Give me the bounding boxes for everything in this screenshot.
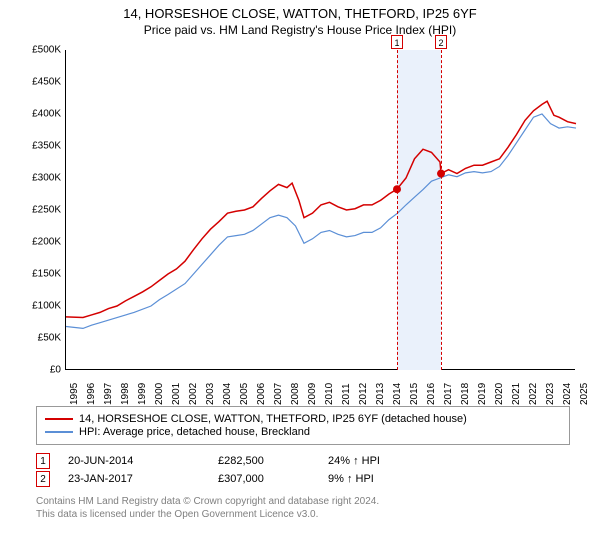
sale-hpi: 24% ↑ HPI: [328, 455, 428, 467]
y-tick: £0: [26, 365, 61, 376]
y-tick: £50K: [26, 333, 61, 344]
x-tick: 2006: [256, 383, 267, 405]
sale-vertical: [441, 50, 442, 370]
x-tick: 2010: [324, 383, 335, 405]
x-tick: 2003: [205, 383, 216, 405]
sales-table: 1 20-JUN-2014£282,50024% ↑ HPI 2 23-JAN-201…: [36, 453, 570, 487]
sale-date: 23-JAN-2017: [68, 473, 218, 485]
x-tick: 2014: [392, 383, 403, 405]
series-line: [66, 114, 576, 328]
x-tick: 2016: [426, 383, 437, 405]
sale-price: £282,500: [218, 455, 328, 467]
x-tick: 2005: [239, 383, 250, 405]
y-tick: £250K: [26, 205, 61, 216]
legend-label: HPI: Average price, detached house, Brec…: [79, 426, 310, 438]
attribution: Contains HM Land Registry data © Crown c…: [36, 495, 570, 521]
x-tick: 2017: [443, 383, 454, 405]
legend: 14, HORSESHOE CLOSE, WATTON, THETFORD, I…: [36, 406, 570, 445]
y-tick: £350K: [26, 141, 61, 152]
y-tick: £200K: [26, 237, 61, 248]
x-tick: 2015: [409, 383, 420, 405]
x-tick: 1996: [86, 383, 97, 405]
x-tick: 2001: [171, 383, 182, 405]
x-tick: 2019: [477, 383, 488, 405]
x-tick: 2024: [562, 383, 573, 405]
sales-row: 2 23-JAN-2017£307,0009% ↑ HPI: [36, 471, 570, 487]
sale-tag: 2: [435, 35, 447, 49]
attribution-line2: This data is licensed under the Open Gov…: [36, 508, 570, 521]
x-tick: 2018: [460, 383, 471, 405]
line-layer: [66, 50, 576, 370]
x-tick: 1998: [120, 383, 131, 405]
x-tick: 2021: [511, 383, 522, 405]
x-tick: 2008: [290, 383, 301, 405]
attribution-line1: Contains HM Land Registry data © Crown c…: [36, 495, 570, 508]
x-tick: 2000: [154, 383, 165, 405]
sale-number-tag: 1: [36, 453, 50, 469]
y-tick: £100K: [26, 301, 61, 312]
sale-price: £307,000: [218, 473, 328, 485]
x-tick: 2007: [273, 383, 284, 405]
title-main: 14, HORSESHOE CLOSE, WATTON, THETFORD, I…: [0, 6, 600, 21]
chart: £0£50K£100K£150K£200K£250K£300K£350K£400…: [30, 45, 590, 400]
x-tick: 2002: [188, 383, 199, 405]
x-tick: 2012: [358, 383, 369, 405]
sale-number-tag: 2: [36, 471, 50, 487]
legend-row: HPI: Average price, detached house, Brec…: [45, 426, 561, 438]
x-tick: 2004: [222, 383, 233, 405]
x-tick: 2011: [341, 383, 352, 405]
x-tick: 2009: [307, 383, 318, 405]
x-tick: 1997: [103, 383, 114, 405]
sale-hpi: 9% ↑ HPI: [328, 473, 428, 485]
x-tick: 1999: [137, 383, 148, 405]
legend-swatch: [45, 418, 73, 420]
series-line: [66, 101, 576, 317]
plot-area: £0£50K£100K£150K£200K£250K£300K£350K£400…: [65, 50, 575, 370]
sale-tag: 1: [391, 35, 403, 49]
chart-title-block: 14, HORSESHOE CLOSE, WATTON, THETFORD, I…: [0, 0, 600, 37]
y-tick: £150K: [26, 269, 61, 280]
x-tick: 2022: [528, 383, 539, 405]
sale-date: 20-JUN-2014: [68, 455, 218, 467]
y-tick: £450K: [26, 77, 61, 88]
y-tick: £300K: [26, 173, 61, 184]
x-tick: 1995: [69, 383, 80, 405]
x-tick: 2020: [494, 383, 505, 405]
x-tick: 2023: [545, 383, 556, 405]
sales-row: 1 20-JUN-2014£282,50024% ↑ HPI: [36, 453, 570, 469]
x-tick: 2013: [375, 383, 386, 405]
legend-label: 14, HORSESHOE CLOSE, WATTON, THETFORD, I…: [79, 413, 467, 425]
title-sub: Price paid vs. HM Land Registry's House …: [0, 23, 600, 37]
x-tick: 2025: [579, 383, 590, 405]
legend-row: 14, HORSESHOE CLOSE, WATTON, THETFORD, I…: [45, 413, 561, 425]
legend-swatch: [45, 431, 73, 433]
sale-vertical: [397, 50, 398, 370]
y-tick: £500K: [26, 45, 61, 56]
y-tick: £400K: [26, 109, 61, 120]
